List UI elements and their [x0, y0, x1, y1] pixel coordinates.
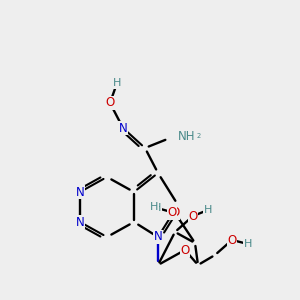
Text: O: O — [167, 206, 177, 220]
Text: O: O — [227, 233, 237, 247]
Text: O: O — [170, 206, 180, 220]
Text: O: O — [105, 97, 115, 110]
Text: NH: NH — [178, 130, 196, 142]
Text: O: O — [180, 244, 190, 256]
Text: O: O — [188, 209, 198, 223]
Text: H: H — [204, 205, 212, 215]
Text: $_2$: $_2$ — [196, 131, 202, 141]
Text: H: H — [150, 202, 158, 212]
Text: N: N — [76, 185, 84, 199]
Text: N: N — [154, 230, 162, 244]
Text: H: H — [113, 78, 121, 88]
Text: N: N — [118, 122, 127, 134]
Text: H: H — [244, 239, 252, 249]
Text: N: N — [76, 215, 84, 229]
Text: H: H — [153, 203, 161, 213]
